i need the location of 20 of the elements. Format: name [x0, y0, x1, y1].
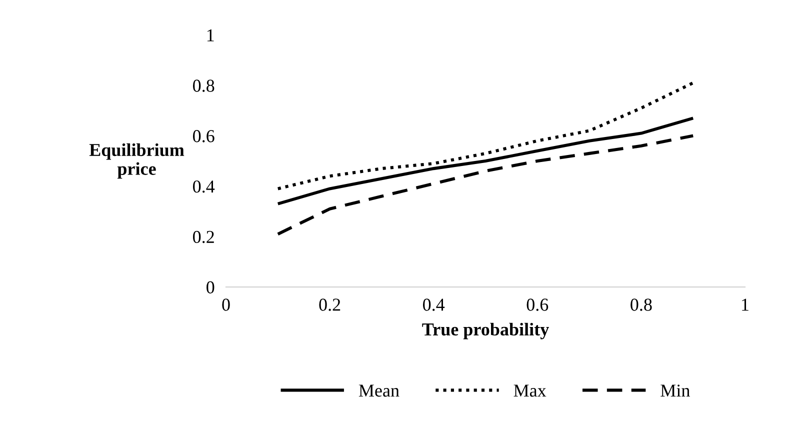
y-tick-label: 0.2	[193, 230, 214, 244]
x-axis-title: True probability	[422, 322, 549, 340]
x-tick-label: 0.6	[526, 298, 548, 311]
legend-label: Mean	[358, 384, 400, 397]
x-tick-label: 0	[222, 298, 230, 311]
x-tick-label: 0.8	[630, 298, 652, 311]
x-tick-label: 1	[742, 298, 748, 311]
y-axis-title: Equilibrium price	[89, 143, 184, 179]
line-series	[276, 134, 695, 236]
line-series	[276, 116, 695, 206]
y-tick-label: 0.6	[193, 130, 214, 142]
x-tick-label: 0.4	[423, 298, 445, 311]
y-tick-label: 1	[207, 29, 214, 42]
y-tick-label: 0.4	[193, 180, 215, 193]
legend-label: Min	[660, 384, 690, 397]
y-tick-label: 0	[206, 281, 214, 294]
x-tick-label: 0.2	[319, 298, 340, 311]
line-series	[276, 81, 695, 190]
y-tick-label: 0.8	[193, 80, 214, 92]
legend-label: Max	[514, 384, 546, 397]
